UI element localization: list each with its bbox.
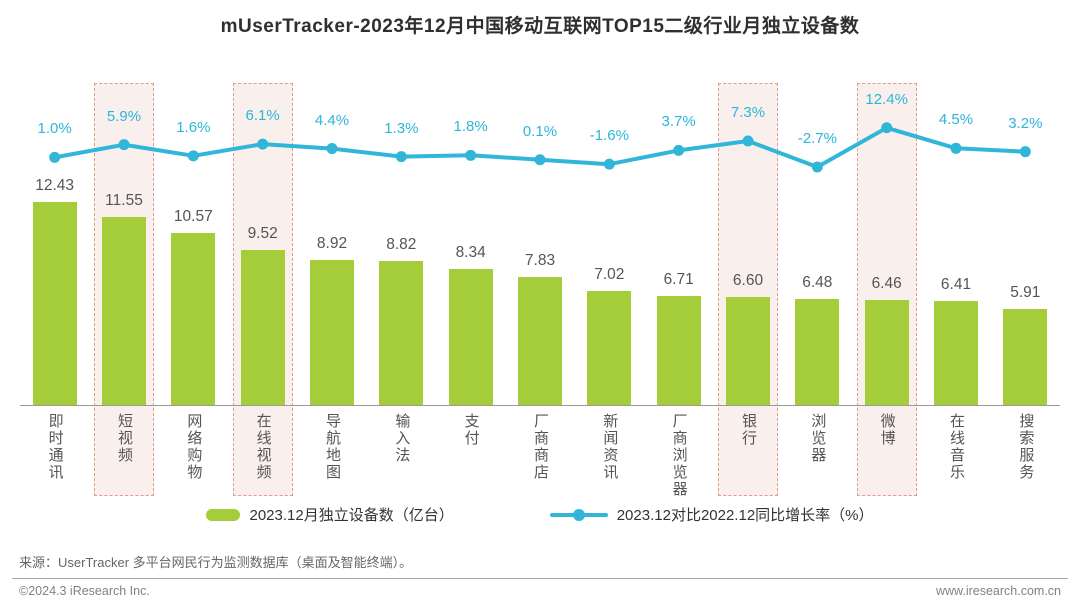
- legend-item-growth: 2023.12对比2022.12同比增长率（%）: [549, 504, 874, 525]
- category-label: 短视频: [116, 413, 133, 464]
- bar: [448, 269, 493, 405]
- bar-value-label: 8.82: [386, 236, 417, 254]
- line-point-marker: [326, 143, 338, 155]
- bar: [934, 300, 978, 405]
- bar: [379, 261, 424, 405]
- footer: ©2024.3 iResearch Inc. www.iresearch.com…: [19, 584, 1061, 598]
- line-point-marker: [187, 150, 199, 162]
- line-point-marker: [1019, 146, 1031, 158]
- bar-value-label: 7.02: [594, 265, 625, 283]
- bar: [102, 216, 146, 405]
- growth-pct-label: 1.6%: [176, 118, 211, 136]
- bar-value-label: 9.52: [247, 224, 278, 242]
- footer-divider: [12, 578, 1068, 579]
- category-label: 导航地图: [324, 413, 341, 481]
- line-point-marker: [603, 158, 615, 170]
- bar-value-label: 6.46: [871, 274, 902, 292]
- growth-pct-label: 1.3%: [384, 119, 419, 137]
- bar-value-label: 8.34: [455, 244, 486, 262]
- legend-growth-label: 2023.12对比2022.12同比增长率（%）: [616, 507, 874, 524]
- line-point-marker: [465, 149, 477, 161]
- bar-value-label: 8.92: [316, 234, 348, 252]
- category-label: 微博: [878, 413, 896, 447]
- category-label: 搜索服务: [1017, 413, 1035, 481]
- bar: [1003, 308, 1048, 405]
- bar: [310, 259, 354, 405]
- bar-value-label: 6.71: [663, 270, 694, 288]
- line-point-marker: [534, 154, 546, 166]
- category-label: 网络购物: [185, 413, 203, 481]
- category-label: 在线音乐: [948, 413, 965, 481]
- bar: [171, 232, 216, 405]
- bar-value-label: 10.57: [173, 207, 213, 225]
- line-marker-dot-icon: [572, 508, 585, 521]
- bar: [656, 295, 701, 405]
- growth-pct-label: 3.7%: [661, 113, 696, 131]
- category-label: 银行: [740, 413, 757, 447]
- line-point-marker: [395, 151, 407, 163]
- growth-pct-label: 5.9%: [106, 107, 142, 125]
- bar: [864, 299, 909, 405]
- category-label: 厂商商店: [532, 413, 549, 481]
- website-text: www.iresearch.com.cn: [935, 584, 1061, 598]
- bar: [240, 249, 285, 405]
- line-point-marker: [811, 161, 823, 173]
- growth-pct-label: 6.1%: [245, 107, 280, 125]
- line-point-marker: [673, 144, 685, 156]
- bar-value-label: 11.55: [105, 191, 143, 209]
- category-label: 新闻资讯: [601, 413, 619, 481]
- category-label: 厂商浏览器: [670, 413, 688, 498]
- legend-item-devices: 2023.12月独立设备数（亿台）: [206, 504, 454, 525]
- growth-pct-label: 1.0%: [37, 120, 72, 138]
- growth-pct-label: 4.4%: [314, 111, 350, 129]
- legend: 2023.12月独立设备数（亿台） 2023.12对比2022.12同比增长率（…: [0, 504, 1080, 525]
- category-label: 在线视频: [254, 413, 272, 481]
- growth-pct-label: 4.5%: [938, 111, 974, 129]
- copyright-text: ©2024.3 iResearch Inc.: [19, 584, 150, 598]
- bar-value-label: 6.41: [940, 275, 972, 293]
- bar-value-label: 12.43: [35, 177, 75, 195]
- growth-pct-label: 7.3%: [730, 104, 766, 122]
- bar-value-label: 5.91: [1010, 283, 1041, 301]
- growth-pct-label: 1.8%: [453, 118, 488, 136]
- bar: [518, 277, 562, 405]
- category-label: 即时通讯: [46, 413, 64, 481]
- bar: [726, 297, 770, 405]
- growth-pct-label: -2.7%: [797, 130, 837, 148]
- growth-pct-label: -1.6%: [589, 127, 629, 145]
- category-label: 支付: [462, 413, 480, 447]
- x-axis-line: [20, 405, 1060, 406]
- category-label: 输入法: [393, 413, 411, 464]
- line-point-marker: [49, 151, 61, 163]
- bar-value-label: 7.83: [524, 252, 556, 270]
- bar: [587, 290, 632, 405]
- growth-pct-label: 0.1%: [522, 122, 558, 140]
- bar: [32, 202, 77, 405]
- legend-devices-label: 2023.12月独立设备数（亿台）: [249, 507, 454, 524]
- bar-series-swatch-icon: [206, 508, 241, 521]
- bar-value-label: 6.48: [802, 274, 833, 292]
- category-label: 浏览器: [809, 413, 827, 464]
- chart-title: mUserTracker-2023年12月中国移动互联网TOP15二级行业月独立…: [220, 16, 860, 37]
- growth-pct-label: 12.4%: [865, 90, 908, 108]
- growth-pct-label: 3.2%: [1008, 114, 1043, 132]
- bar: [795, 299, 840, 405]
- source-note: 来源：UserTracker 多平台网民行为监测数据库（桌面及智能终端）。: [19, 555, 413, 570]
- bar-value-label: 6.60: [732, 272, 764, 290]
- line-series-swatch-icon: [549, 508, 608, 521]
- line-point-marker: [950, 142, 962, 154]
